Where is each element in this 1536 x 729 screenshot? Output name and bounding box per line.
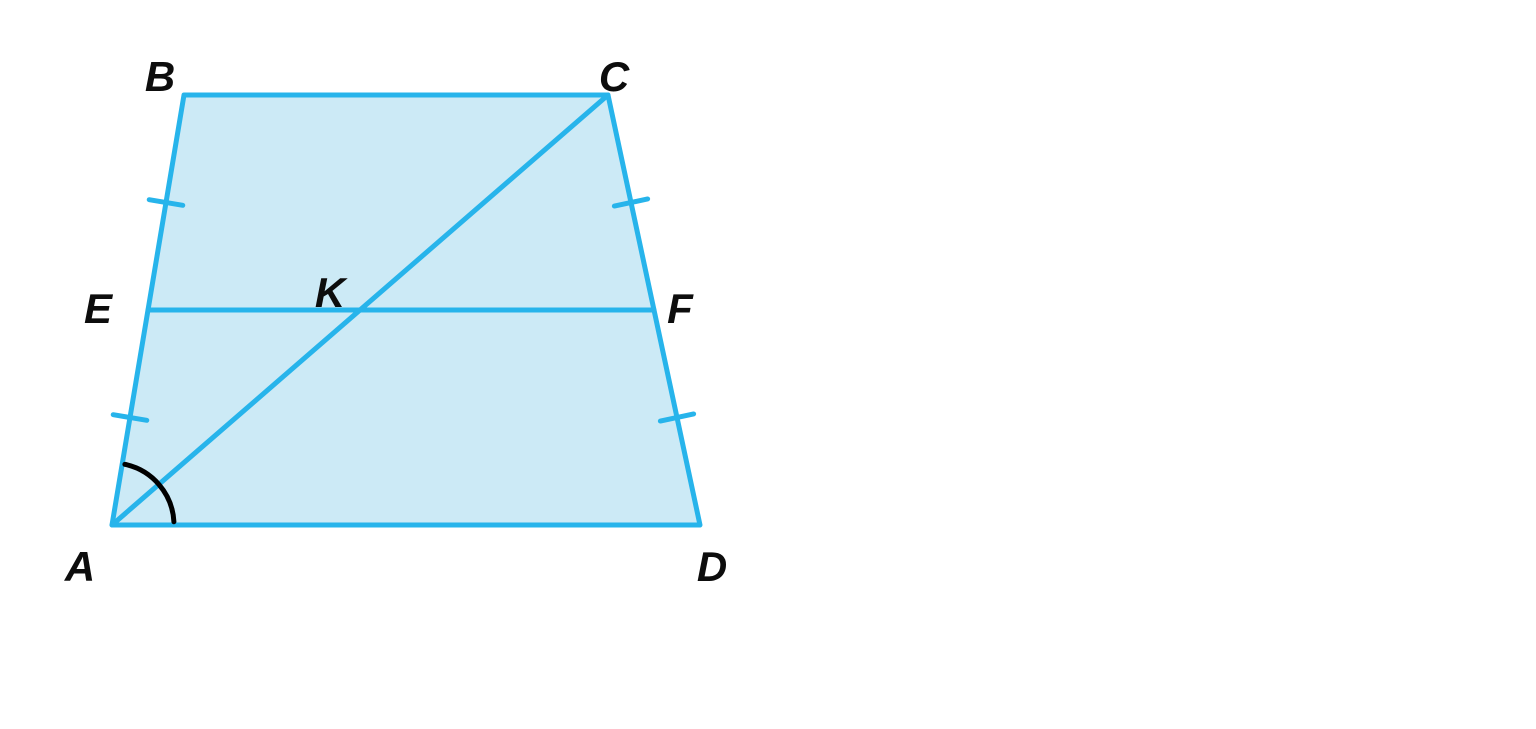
label-d: D bbox=[697, 543, 727, 590]
label-b: B bbox=[145, 53, 175, 100]
label-a: A bbox=[64, 543, 95, 590]
label-e: E bbox=[84, 285, 114, 332]
label-f: F bbox=[667, 285, 694, 332]
label-k: K bbox=[315, 269, 348, 316]
trapezoid-diagram: A B C D E F K bbox=[0, 0, 1536, 729]
label-c: C bbox=[599, 53, 630, 100]
